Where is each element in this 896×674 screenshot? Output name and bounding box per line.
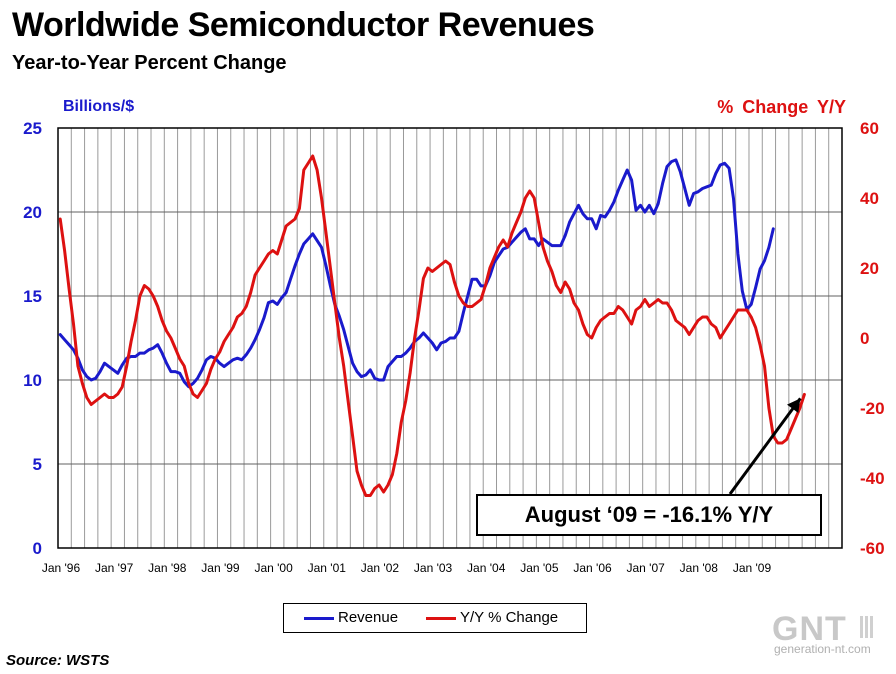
x-axis-tick-label: Jan '00: [254, 561, 293, 575]
x-axis-tick-label: Jan '98: [148, 561, 187, 575]
x-axis-tick-label: Jan '08: [680, 561, 719, 575]
gnt-logo-url: generation-nt.com: [774, 642, 871, 656]
chart-subtitle: Year-to-Year Percent Change: [12, 52, 287, 74]
left-axis-tick-label: 5: [33, 455, 42, 474]
right-axis-tick-label: 20: [860, 259, 879, 278]
source-note: Source: WSTS: [6, 652, 110, 669]
right-axis-tick-label: -60: [860, 539, 885, 558]
x-axis-tick-label: Jan '96: [42, 561, 81, 575]
left-axis-tick-label: 0: [33, 539, 42, 558]
chart-title: Worldwide Semiconductor Revenues: [12, 6, 595, 44]
x-axis-tick-label: Jan '03: [414, 561, 453, 575]
gnt-logo-bars: [860, 616, 875, 643]
plot-border: [57, 127, 843, 549]
right-axis-tick-label: 0: [860, 329, 869, 348]
august-09-callout: August ‘09 = -16.1% Y/Y: [476, 494, 822, 536]
right-axis-tick-label: -40: [860, 469, 885, 488]
gnt-logo: GNT generation-nt.com: [772, 610, 884, 656]
callout-arrow-line: [728, 397, 802, 495]
x-axis-tick-label: Jan '04: [467, 561, 506, 575]
left-axis-unit: Billions/$: [63, 98, 135, 115]
x-axis-tick-label: Jan '97: [95, 561, 134, 575]
legend-yoy-label: Y/Y % Change: [460, 609, 559, 626]
x-axis-tick-label: Jan '07: [627, 561, 666, 575]
left-axis-tick-label: 15: [23, 287, 42, 306]
x-axis-tick-label: Jan '06: [573, 561, 612, 575]
right-axis-tick-label: 60: [860, 119, 879, 138]
legend-revenue-label: Revenue: [338, 609, 399, 626]
x-axis-tick-label: Jan '05: [520, 561, 559, 575]
legend-revenue-swatch: [304, 617, 334, 620]
legend-yoy-swatch: [426, 617, 456, 620]
chart-legend: Revenue Y/Y % Change: [283, 603, 587, 633]
x-axis-tick-label: Jan '02: [361, 561, 400, 575]
yoy-series-line: [58, 154, 806, 497]
x-axis-tick-label: Jan '99: [201, 561, 240, 575]
revenue-series-line: [58, 158, 775, 389]
gnt-logo-text: GNT: [772, 610, 847, 648]
right-axis-unit: % Change Y/Y: [717, 97, 846, 117]
right-axis-tick-label: 40: [860, 189, 879, 208]
left-axis-tick-label: 10: [23, 371, 42, 390]
x-axis-tick-label: Jan '09: [733, 561, 772, 575]
x-axis-tick-label: Jan '01: [308, 561, 347, 575]
left-axis-tick-label: 25: [23, 119, 42, 138]
right-axis-tick-label: -20: [860, 399, 885, 418]
callout-arrow-head: [787, 398, 801, 413]
left-axis-tick-label: 20: [23, 203, 42, 222]
